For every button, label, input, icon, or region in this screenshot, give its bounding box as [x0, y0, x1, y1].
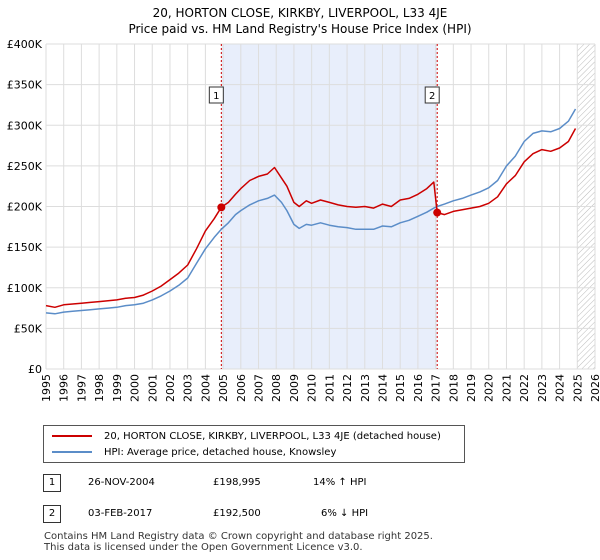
legend-swatch-hpi — [52, 451, 92, 453]
x-tick-label: 2020 — [483, 374, 496, 402]
y-tick-label: £100K — [7, 282, 43, 295]
x-tick-label: 2011 — [323, 374, 336, 402]
x-tick-label: 2019 — [465, 374, 478, 402]
y-tick-label: £200K — [7, 201, 43, 214]
chart-subtitle: Price paid vs. HM Land Registry's House … — [128, 22, 472, 36]
chart-title: 20, HORTON CLOSE, KIRKBY, LIVERPOOL, L33… — [152, 6, 448, 20]
x-tick-label: 1999 — [111, 374, 124, 402]
x-tick-label: 2022 — [518, 374, 531, 402]
x-tick-label: 2021 — [500, 374, 513, 402]
x-tick-label: 2004 — [199, 374, 212, 402]
sale-label-box — [208, 86, 224, 104]
y-tick-label: £350K — [7, 79, 43, 92]
x-tick-label: 2018 — [447, 374, 460, 402]
x-tick-label: 2024 — [554, 374, 567, 402]
x-tick-label: 2016 — [412, 374, 425, 402]
transaction-badge: 1 — [43, 474, 61, 492]
x-tick-label: 2003 — [182, 374, 195, 402]
x-tick-label: 2010 — [306, 374, 319, 402]
legend-swatch-property — [52, 435, 92, 437]
x-tick-label: 2002 — [164, 374, 177, 402]
legend-label-property: 20, HORTON CLOSE, KIRKBY, LIVERPOOL, L33… — [104, 430, 441, 442]
x-tick-label: 2013 — [359, 374, 372, 402]
x-tick-label: 2008 — [270, 374, 283, 402]
legend-label-hpi: HPI: Average price, detached house, Know… — [104, 446, 337, 458]
transaction-badge: 2 — [43, 505, 61, 523]
transaction-change: 6% ↓ HPI — [321, 508, 369, 519]
transaction-change: 14% ↑ HPI — [313, 477, 367, 488]
x-tick-label: 2017 — [430, 374, 443, 402]
x-tick-label: 2006 — [235, 374, 248, 402]
transaction-price: £198,995 — [213, 477, 261, 488]
y-tick-label: £400K — [7, 38, 43, 51]
sale-point — [217, 203, 226, 212]
x-tick-label: 2015 — [394, 374, 407, 402]
y-tick-label: £0 — [28, 363, 42, 376]
x-tick-label: 2023 — [536, 374, 549, 402]
sale-label: 2 — [429, 91, 435, 102]
x-tick-label: 2012 — [341, 374, 354, 402]
legend: 20, HORTON CLOSE, KIRKBY, LIVERPOOL, L33… — [43, 425, 465, 463]
x-tick-label: 2025 — [571, 374, 584, 402]
x-tick-label: 2005 — [217, 374, 230, 402]
x-tick-label: 1997 — [75, 374, 88, 402]
x-tick-label: 2009 — [288, 374, 301, 402]
sale-label-box — [424, 86, 440, 104]
sale-label: 1 — [213, 91, 219, 102]
legend-item-property: 20, HORTON CLOSE, KIRKBY, LIVERPOOL, L33… — [52, 429, 441, 443]
sale-point — [433, 208, 442, 217]
legend-item-hpi: HPI: Average price, detached house, Know… — [52, 445, 336, 459]
price-chart: £0 £50K £100K £150K £200K £250K £300K £350K £400… — [7, 38, 600, 402]
x-tick-label: 2000 — [129, 374, 142, 402]
x-tick-label: 2014 — [376, 374, 389, 402]
footer-line-1: Contains HM Land Registry data © Crown c… — [44, 531, 433, 542]
transaction-date: 03-FEB-2017 — [88, 508, 153, 519]
y-tick-label: £50K — [14, 322, 43, 335]
y-tick-label: £250K — [7, 160, 43, 173]
x-tick-label: 2026 — [589, 374, 600, 402]
footer: Contains HM Land Registry data © Crown c… — [44, 531, 433, 553]
y-tick-label: £150K — [7, 241, 43, 254]
hpi-line — [45, 108, 577, 315]
x-tick-label: 2007 — [253, 374, 266, 402]
x-tick-label: 1996 — [58, 374, 71, 402]
footer-line-2: This data is licensed under the Open Gov… — [44, 542, 363, 553]
x-tick-label: 1998 — [93, 374, 106, 402]
x-tick-label: 1995 — [40, 374, 53, 402]
x-tick-label: 2001 — [146, 374, 159, 402]
y-tick-label: £300K — [7, 119, 43, 132]
transaction-date: 26-NOV-2004 — [88, 477, 155, 488]
transaction-price: £192,500 — [213, 508, 261, 519]
property-price-line — [45, 128, 577, 309]
